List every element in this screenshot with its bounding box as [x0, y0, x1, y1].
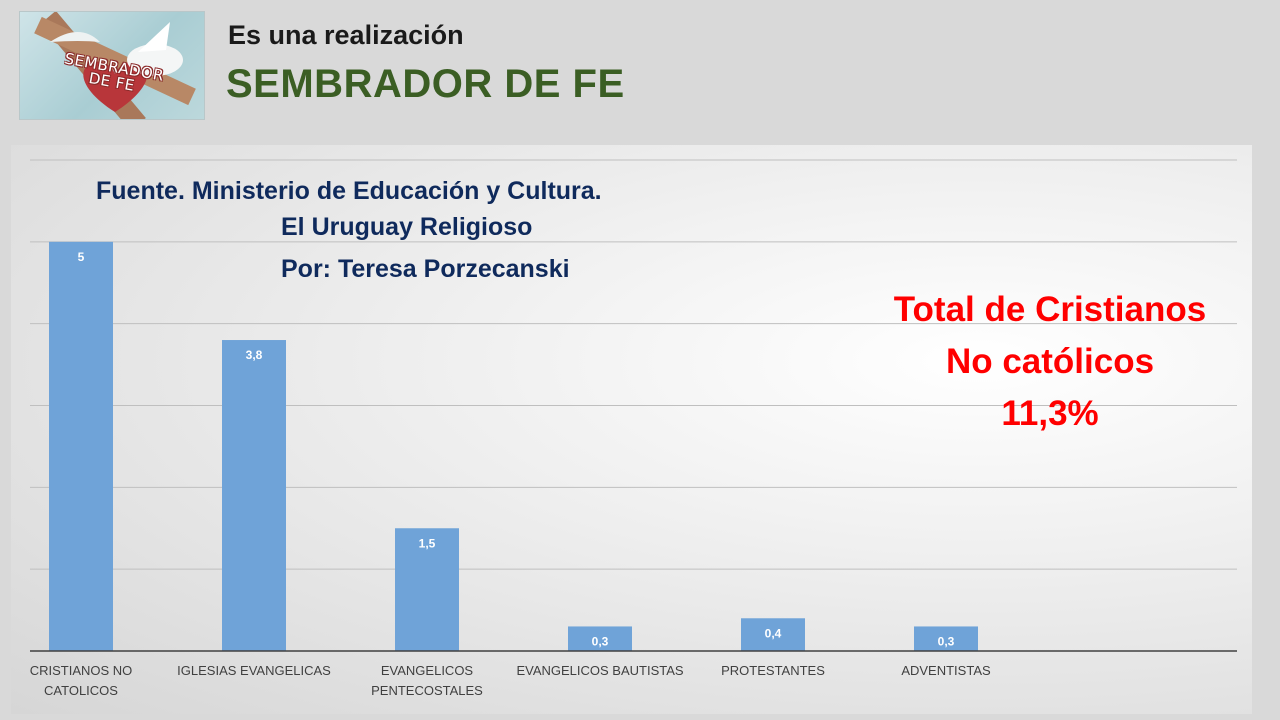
bar — [914, 626, 978, 651]
subtitle: Es una realización — [228, 20, 464, 50]
data-label: 0,3 — [592, 634, 609, 648]
category-label: CRISTIANOS NO — [30, 663, 133, 678]
category-label: CATOLICOS — [44, 683, 118, 698]
category-label: IGLESIAS EVANGELICAS — [177, 663, 331, 678]
total-line-2: No católicos — [945, 342, 1155, 381]
bar — [568, 626, 632, 651]
bar — [741, 618, 805, 651]
sembrador-logo: SEMBRADOR DE FE — [19, 11, 205, 120]
category-label: EVANGELICOS — [381, 663, 474, 678]
category-label: PENTECOSTALES — [371, 683, 483, 698]
data-label: 3,8 — [246, 348, 263, 362]
data-label: 0,4 — [765, 626, 782, 640]
total-line-1: Total de Cristianos — [893, 290, 1207, 329]
page-title: SEMBRADOR DE FE — [226, 62, 625, 106]
data-label: 5 — [78, 250, 85, 264]
chart-panel — [11, 145, 1252, 714]
bar — [395, 528, 459, 651]
source-line-3: Por: Teresa Porzecanski — [281, 255, 570, 283]
bar — [49, 241, 113, 652]
category-label: PROTESTANTES — [721, 663, 825, 678]
category-label: ADVENTISTAS — [901, 663, 991, 678]
bar — [222, 340, 286, 651]
category-label: EVANGELICOS BAUTISTAS — [516, 663, 683, 678]
logo-artwork-icon — [34, 12, 196, 119]
data-label: 0,3 — [938, 634, 955, 648]
total-line-3: 11,3% — [1001, 394, 1099, 433]
source-line-2: El Uruguay Religioso — [281, 213, 533, 241]
data-label: 1,5 — [419, 536, 436, 550]
source-line-1: Fuente. Ministerio de Educación y Cultur… — [96, 177, 602, 205]
